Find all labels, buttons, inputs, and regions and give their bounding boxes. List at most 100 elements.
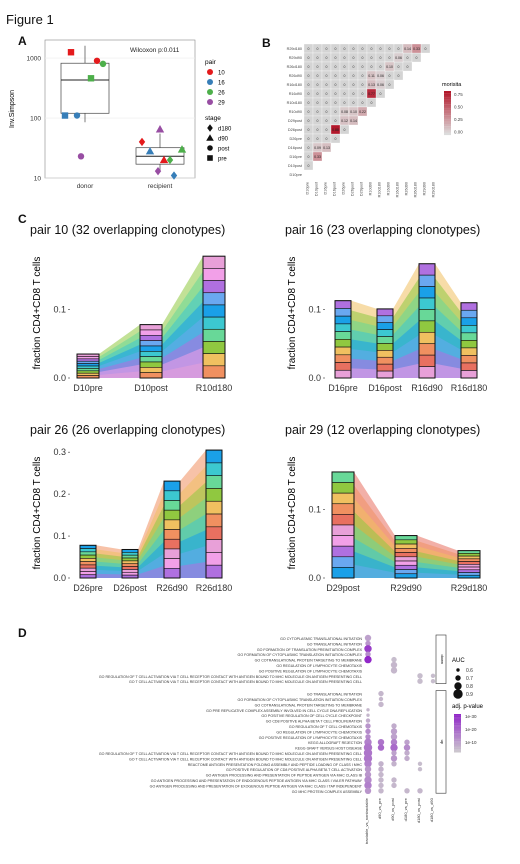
- pathway-label: GO MHC PROTEIN COMPLEX ASSEMBLY: [292, 790, 363, 794]
- bar-segment: [376, 343, 394, 351]
- data-point: [154, 166, 162, 176]
- bar-outline: [457, 550, 481, 579]
- pathway-label: GO REGULATION OF T CELL ACTIVATION VIA T…: [99, 752, 362, 756]
- stacked-bar: [163, 480, 181, 579]
- data-point: [99, 60, 107, 68]
- dot: [364, 760, 372, 768]
- stacked-bar: [334, 300, 352, 379]
- pathway-label: GO COTRANSLATIONAL PROTEIN TARGETING TO …: [255, 703, 363, 707]
- legend-gradient: [454, 736, 461, 739]
- cell-value: 0: [389, 83, 391, 87]
- legend-gradient: [444, 121, 451, 125]
- dot: [390, 728, 398, 735]
- legend-shape: [207, 155, 213, 161]
- dot: [378, 696, 384, 702]
- pathway-label: GO FORMATION OF CYTOPLASMIC TRANSLATION …: [238, 653, 363, 657]
- bar-segment: [79, 567, 97, 572]
- col-label: R29d90: [423, 182, 427, 195]
- data-point: [67, 49, 75, 56]
- cell-value: 0: [362, 65, 364, 69]
- data-point: [93, 57, 101, 64]
- heatmap-cell-highlight: [411, 43, 422, 54]
- cell-value: 0: [371, 101, 373, 105]
- pathway-label: GO POSITIVE REGULATION OF LYMPHOCYTE CHE…: [259, 669, 363, 673]
- bar-segment: [460, 355, 478, 364]
- bar-segment: [334, 339, 352, 348]
- x-tick-label: R16d90: [411, 383, 443, 393]
- cell-value: 0: [344, 92, 346, 96]
- cell-value: 0: [335, 56, 337, 60]
- data-point: [155, 125, 165, 133]
- dot: [390, 743, 398, 752]
- cell-value: 0: [353, 56, 355, 60]
- subplot-title: pair 29 (12 overlapping clonotypes): [285, 423, 480, 437]
- bar-segment: [205, 526, 223, 540]
- x-tick-label: d90_vs_post: [390, 797, 395, 821]
- dot: [391, 761, 397, 767]
- bar-segment: [163, 519, 181, 530]
- bar-segment: [457, 558, 481, 562]
- col-label: R16d180: [396, 182, 400, 197]
- data-point: [166, 155, 174, 165]
- cell-value: 0: [371, 47, 373, 51]
- bar-outline: [460, 302, 478, 379]
- bar-segment: [76, 370, 100, 374]
- dot: [390, 733, 398, 740]
- cell-value: 0: [317, 128, 319, 132]
- heatmap-cell-highlight: [357, 106, 368, 117]
- legend-label: d90: [218, 137, 229, 143]
- bar-segment: [394, 539, 418, 545]
- dot: [377, 744, 385, 751]
- bar-segment: [457, 564, 481, 568]
- heatmap-cell: [393, 70, 404, 81]
- cell-value: 0.12: [341, 119, 348, 123]
- dot: [378, 690, 384, 697]
- legend-gradient: [444, 117, 451, 120]
- heatmap-cell-highlight: [312, 151, 323, 162]
- legend-gradient: [454, 738, 461, 740]
- dot: [365, 718, 371, 723]
- bar-segment: [202, 292, 226, 306]
- bar-segment: [394, 564, 418, 570]
- bar-segment: [418, 274, 436, 287]
- bar-segment: [139, 335, 163, 341]
- panel-label-d: D: [18, 626, 27, 640]
- cell-value: 0.14: [350, 119, 357, 123]
- x-tick-label: D10pre: [73, 383, 103, 393]
- pathway-label: GO T CELL ACTIVATION VIA T CELL RECEPTOR…: [129, 757, 362, 761]
- pathway-label: GO REGULATION OF LYMPHOCYTE CHEMOTAXIS: [276, 664, 362, 668]
- cell-value: 0.13: [323, 146, 330, 150]
- bar-segment: [121, 566, 139, 570]
- cell-value: 0: [326, 119, 328, 123]
- y-axis-label: fraction CD4+CD8 T cells: [287, 457, 298, 570]
- cell-value: 0: [344, 47, 346, 51]
- bar-segment: [457, 561, 481, 565]
- bar-segment: [331, 503, 355, 515]
- bar-segment: [205, 564, 223, 579]
- y-tick-label: 0.1: [53, 305, 66, 315]
- legend-tick: 1e-30: [465, 714, 477, 719]
- bar-segment: [334, 354, 352, 363]
- cell-value: 0: [407, 65, 409, 69]
- bar-segment: [76, 356, 100, 360]
- legend-tick: 0.25: [454, 117, 463, 122]
- cell-value: 0.06: [395, 56, 402, 60]
- dot: [365, 640, 371, 647]
- cell-value: 0: [407, 56, 409, 60]
- legend-gradient: [454, 730, 461, 732]
- cell-value: 0: [344, 128, 346, 132]
- bar-outline: [205, 449, 223, 579]
- bar-outline: [418, 263, 436, 379]
- legend-gradient: [454, 718, 461, 721]
- bar-segment: [457, 553, 481, 557]
- dot: [366, 713, 370, 717]
- cell-value: 0: [335, 65, 337, 69]
- panel-label-b: B: [262, 36, 271, 50]
- x-tick-label: D26post: [113, 583, 147, 593]
- dot: [417, 673, 423, 679]
- legend-size-dot: [456, 668, 460, 672]
- y-axis-label: fraction CD4+CD8 T cells: [32, 257, 43, 370]
- bar-outline: [121, 548, 139, 579]
- heatmap-cell-highlight: [348, 115, 359, 126]
- bar-segment: [460, 302, 478, 311]
